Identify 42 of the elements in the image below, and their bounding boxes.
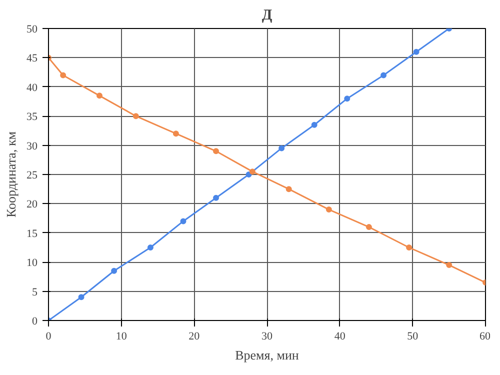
y-tick-label: 0 <box>32 316 38 328</box>
point <box>380 72 387 78</box>
point <box>213 148 220 154</box>
x-axis-title: Время, мин <box>235 348 299 362</box>
point <box>413 48 420 55</box>
chart-title: Д <box>262 8 273 24</box>
point <box>180 218 186 224</box>
y-tick-label: 25 <box>26 170 38 182</box>
point <box>172 130 179 137</box>
point <box>406 244 412 250</box>
y-tick-label: 10 <box>26 257 38 270</box>
point <box>147 244 154 250</box>
point <box>286 186 292 192</box>
point <box>213 194 220 201</box>
y-tick-label: 15 <box>26 228 38 240</box>
y-axis-title: Координата, км <box>4 132 18 218</box>
point <box>132 113 139 120</box>
x-tick-label: 60 <box>480 330 491 342</box>
point <box>278 145 285 152</box>
x-tick-label: 0 <box>46 330 52 342</box>
point <box>326 206 332 213</box>
point <box>446 262 452 268</box>
x-tick-label: 10 <box>116 330 128 342</box>
point <box>111 268 118 274</box>
x-tick-label: 50 <box>407 330 419 342</box>
y-tick-label: 30 <box>26 140 38 152</box>
point <box>366 224 372 230</box>
point <box>344 96 350 102</box>
y-tick-label: 50 <box>26 24 38 36</box>
y-tick-label: 20 <box>26 198 38 211</box>
point <box>96 92 102 99</box>
x-tick-label: 30 <box>262 330 273 342</box>
point <box>311 122 318 128</box>
x-tick-label: 40 <box>334 330 346 342</box>
y-tick-label: 35 <box>26 111 38 124</box>
point <box>78 294 84 300</box>
point <box>60 72 66 78</box>
y-tick-label: 45 <box>26 52 38 65</box>
y-tick-label: 40 <box>26 82 38 94</box>
point <box>249 168 256 175</box>
y-tick-label: 5 <box>32 286 38 298</box>
x-tick-label: 20 <box>188 330 200 342</box>
